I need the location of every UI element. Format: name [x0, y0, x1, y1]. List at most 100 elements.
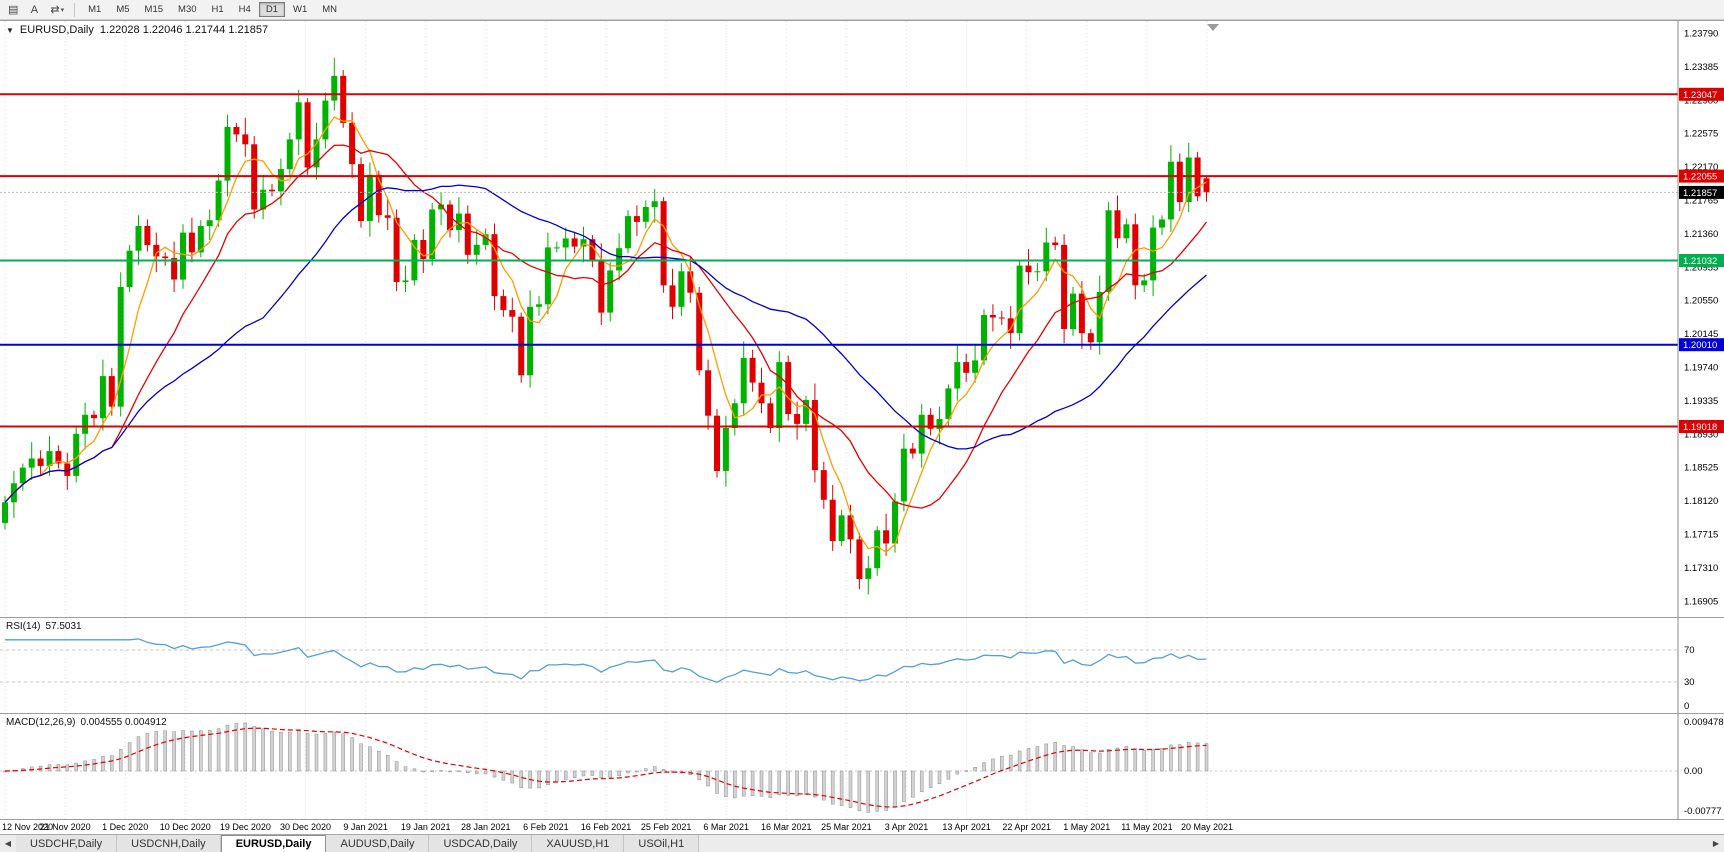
svg-text:1.22170: 1.22170: [1684, 162, 1718, 173]
chart-tab-xauusd-h1[interactable]: XAUUSD,H1: [532, 835, 625, 852]
svg-text:1.18120: 1.18120: [1684, 496, 1718, 507]
chart-tab-usdcad-daily[interactable]: USDCAD,Daily: [429, 835, 533, 852]
svg-text:1.21032: 1.21032: [1683, 256, 1717, 267]
macd-histogram-layer: [3, 722, 1209, 813]
svg-text:1.22055: 1.22055: [1683, 172, 1717, 183]
chart-shift-marker-icon[interactable]: [1207, 24, 1219, 31]
toolbar-separator: [74, 2, 76, 17]
main-chart-pane: 1.237901.233851.229801.225751.221701.217…: [0, 20, 1724, 617]
text-annotation-icon: A: [30, 3, 39, 16]
time-axis-label: 13 Apr 2021: [942, 822, 991, 832]
tabs-scroll-left-button[interactable]: ◀: [4, 839, 12, 848]
chart-menu-icon-button[interactable]: ▤: [4, 2, 22, 18]
chart-tab-usoil-h1[interactable]: USOil,H1: [624, 835, 700, 852]
svg-text:1.21765: 1.21765: [1684, 196, 1718, 207]
time-axis-label: 30 Dec 2020: [279, 822, 332, 832]
svg-text:1.20145: 1.20145: [1684, 329, 1718, 340]
svg-text:0: 0: [1684, 701, 1689, 712]
timeframe-button-h1[interactable]: H1: [211, 4, 224, 15]
collapse-arrow-icon[interactable]: ▼: [6, 25, 14, 35]
cursor-mode-icon-button[interactable]: ⇄ ▾: [46, 2, 68, 18]
grid-layer: [4, 21, 1208, 617]
svg-text:0.00: 0.00: [1684, 766, 1703, 777]
timeframe-button-mn[interactable]: MN: [322, 4, 338, 15]
price-tags: 1.23047 1.22055 1.21032 1.20010 1.19018 1.218…: [1679, 87, 1724, 433]
chart-tab-eurusd-daily[interactable]: EURUSD,Daily: [220, 835, 327, 852]
svg-text:1.21857: 1.21857: [1683, 188, 1717, 199]
svg-text:1.22575: 1.22575: [1684, 129, 1718, 140]
timeframe-button-m1[interactable]: M1: [88, 4, 102, 15]
time-axis-label: 1 Dec 2020: [102, 822, 149, 832]
time-axis-label: 11 May 2021: [1121, 822, 1173, 832]
timeframe-button-d1[interactable]: D1: [258, 2, 285, 17]
time-axis-label: 9 Jan 2021: [343, 822, 388, 832]
timeframe-button-m30[interactable]: M30: [178, 4, 197, 15]
time-axis-label: 25 Feb 2021: [640, 822, 692, 832]
svg-text:70: 70: [1684, 645, 1695, 656]
toolbar-tools: ▤ A ⇄ ▾: [4, 2, 68, 18]
svg-text:1.23047: 1.23047: [1683, 90, 1717, 101]
time-axis-label: 25 Mar 2021: [821, 822, 872, 832]
time-axis-label: 22 Apr 2021: [1002, 822, 1051, 832]
candles-layer: [2, 57, 1210, 595]
svg-text:1.19018: 1.19018: [1683, 422, 1717, 433]
time-axis-label: 21 Nov 2020: [39, 822, 91, 832]
time-axis-label: 1 May 2021: [1063, 822, 1111, 832]
price-chart-surface[interactable]: 1.237901.233851.229801.225751.221701.217…: [0, 21, 1724, 617]
time-axis-label: 12 Nov 2020: [2, 822, 54, 832]
svg-text:0.009478: 0.009478: [1684, 717, 1724, 728]
macd-signal-line: [4, 727, 1207, 808]
horizontal-levels-layer: [0, 93, 1678, 428]
chart-tabs-bar: ◀ USDCHF,Daily USDCNH,Daily EURUSD,Daily AU…: [0, 834, 1724, 852]
chart-tab-audusd-daily[interactable]: AUDUSD,Daily: [326, 835, 430, 852]
time-axis-label: 10 Dec 2020: [159, 822, 211, 832]
rsi-chart-surface[interactable]: 70 30 0: [0, 618, 1724, 713]
svg-text:1.19740: 1.19740: [1684, 363, 1718, 374]
svg-text:1.18930: 1.18930: [1684, 429, 1718, 440]
time-axis-label: 3 Apr 2021: [884, 822, 929, 832]
grid-layer: [4, 618, 1208, 713]
timeframe-button-m15[interactable]: M15: [144, 4, 164, 15]
svg-text:1.16905: 1.16905: [1684, 596, 1718, 607]
grid-layer: [4, 714, 1208, 819]
svg-text:1.17310: 1.17310: [1684, 563, 1718, 574]
rsi-indicator-pane: 70 30 0 RSI(14) 57.5031: [0, 617, 1724, 713]
svg-text:-0.00777: -0.00777: [1684, 806, 1722, 817]
svg-text:1.21360: 1.21360: [1684, 229, 1718, 240]
chart-tab-usdcnh-daily[interactable]: USDCNH,Daily: [117, 835, 221, 852]
chart-tab-usdchf-daily[interactable]: USDCHF,Daily: [16, 835, 118, 852]
timeframe-button-h4[interactable]: H4: [238, 4, 251, 15]
time-axis-label: 16 Feb 2021: [580, 822, 632, 832]
timeframe-toolbar: M1 M5 M15 M30 H1 H4 D1 W1 MN: [81, 2, 344, 17]
time-axis-label: 20 May 2021: [1180, 822, 1234, 832]
text-annotation-icon-button[interactable]: A: [25, 2, 43, 18]
chart-menu-icon: ▤: [8, 4, 19, 16]
time-axis-label: 6 Feb 2021: [523, 822, 569, 832]
price-axis-labels: 1.237901.233851.229801.225751.221701.217…: [1684, 29, 1718, 608]
svg-text:30: 30: [1684, 677, 1695, 688]
svg-text:1.23790: 1.23790: [1684, 29, 1718, 40]
moving-average-layer: [4, 116, 1208, 553]
cursor-mode-icon: ⇄: [50, 4, 60, 16]
time-axis-label: 6 Mar 2021: [703, 822, 749, 832]
tabs-scroll-right-button[interactable]: ▶: [1712, 839, 1720, 848]
svg-text:1.20010: 1.20010: [1683, 340, 1717, 351]
timeframe-button-m5[interactable]: M5: [116, 4, 130, 15]
time-axis: 12 Nov 2020 21 Nov 2020 1 Dec 2020 10 Dec 2…: [0, 819, 1724, 834]
svg-text:1.19335: 1.19335: [1684, 396, 1718, 407]
svg-text:1.17715: 1.17715: [1684, 530, 1718, 541]
svg-text:1.23385: 1.23385: [1684, 62, 1718, 73]
timeframe-button-w1[interactable]: W1: [292, 4, 308, 15]
rsi-line: [5, 638, 1207, 684]
dropdown-caret-icon: ▾: [60, 6, 65, 14]
svg-text:1.20955: 1.20955: [1684, 262, 1718, 273]
svg-text:1.18525: 1.18525: [1684, 463, 1718, 474]
time-axis-label: 28 Jan 2021: [461, 822, 511, 832]
macd-indicator-pane: 0.009478 0.00 -0.00777 MACD(12,26,9) 0.004…: [0, 713, 1724, 819]
macd-chart-surface[interactable]: 0.009478 0.00 -0.00777: [0, 714, 1724, 819]
svg-text:1.20550: 1.20550: [1684, 296, 1718, 307]
toolbar: ▤ A ⇄ ▾ M1 M5 M15 M30 H1 H4 D1 W1 MN: [0, 0, 1724, 20]
time-axis-label: 19 Dec 2020: [219, 822, 271, 832]
chart-tabs: USDCHF,Daily USDCNH,Daily EURUSD,Daily AUDU…: [16, 835, 700, 852]
